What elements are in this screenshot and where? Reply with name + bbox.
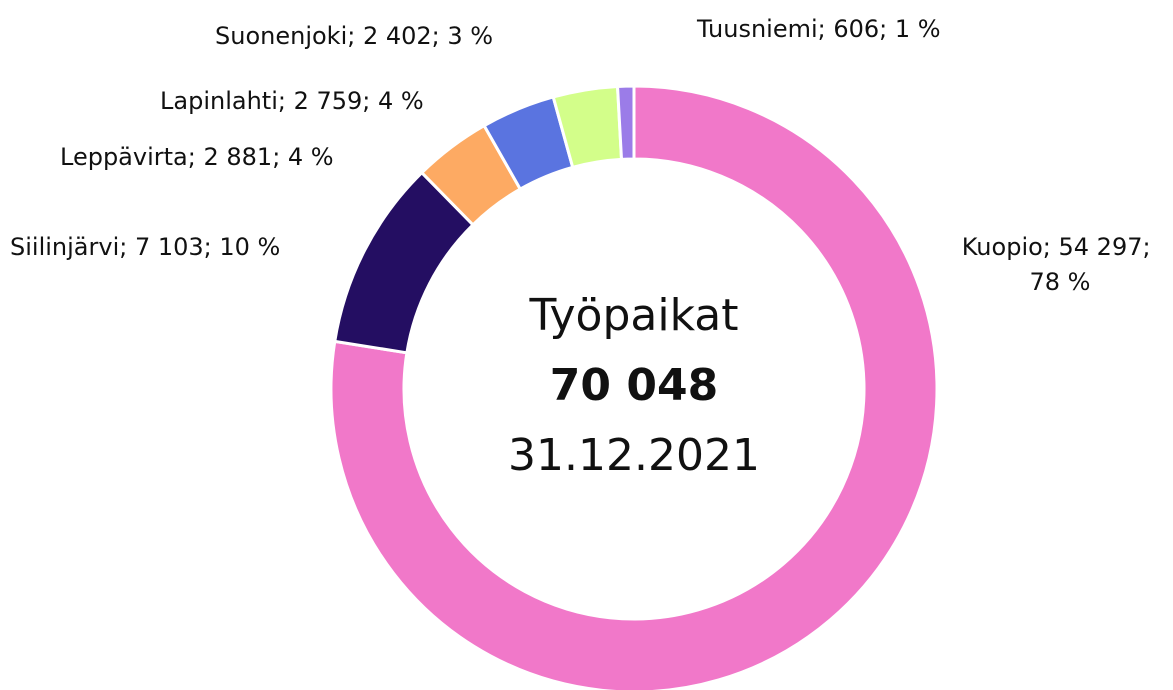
label-separator: ; xyxy=(362,87,378,115)
label-value: 606 xyxy=(833,15,879,43)
donut-slice xyxy=(329,84,939,690)
label-separator: ; xyxy=(272,143,288,171)
label-name: Siilinjärvi xyxy=(10,233,119,261)
label-percent: 1 % xyxy=(895,15,941,43)
label-separator: ; xyxy=(204,233,220,261)
label-name: Kuopio xyxy=(962,233,1043,261)
label-percent: 4 % xyxy=(378,87,424,115)
slice-label: Suonenjoki; 2 402; 3 % xyxy=(215,22,493,50)
label-separator: ; xyxy=(432,22,448,50)
label-name: Lapinlahti xyxy=(160,87,278,115)
label-value: 2 759 xyxy=(294,87,363,115)
label-name: Leppävirta xyxy=(60,143,188,171)
label-percent: 78 % xyxy=(1030,268,1091,296)
center-date: 31.12.2021 xyxy=(508,430,760,481)
label-percent: 3 % xyxy=(447,22,493,50)
label-separator: ; xyxy=(188,143,204,171)
label-percent: 4 % xyxy=(288,143,334,171)
label-separator: ; xyxy=(818,15,834,43)
label-separator: ; xyxy=(347,22,363,50)
label-separator: ; xyxy=(1043,233,1059,261)
center-total: 70 048 xyxy=(550,360,718,411)
label-name: Suonenjoki xyxy=(215,22,347,50)
label-separator: ; xyxy=(1143,233,1159,261)
label-value: 7 103 xyxy=(135,233,204,261)
slice-label: Siilinjärvi; 7 103; 10 % xyxy=(10,233,280,261)
label-value: 2 402 xyxy=(363,22,432,50)
donut-slice xyxy=(615,84,636,161)
label-value: 2 881 xyxy=(203,143,272,171)
center-title: Työpaikat xyxy=(528,290,738,341)
label-separator: ; xyxy=(278,87,294,115)
slice-label: Leppävirta; 2 881; 4 % xyxy=(60,143,334,171)
label-percent: 10 % xyxy=(219,233,280,261)
label-value: 54 297 xyxy=(1059,233,1143,261)
slice-label: Kuopio; 54 297; 78 % xyxy=(962,233,1158,296)
label-name: Tuusniemi xyxy=(696,15,818,43)
slice-label: Lapinlahti; 2 759; 4 % xyxy=(160,87,424,115)
label-separator: ; xyxy=(119,233,135,261)
slice-label: Tuusniemi; 606; 1 % xyxy=(696,15,941,43)
label-separator: ; xyxy=(879,15,895,43)
